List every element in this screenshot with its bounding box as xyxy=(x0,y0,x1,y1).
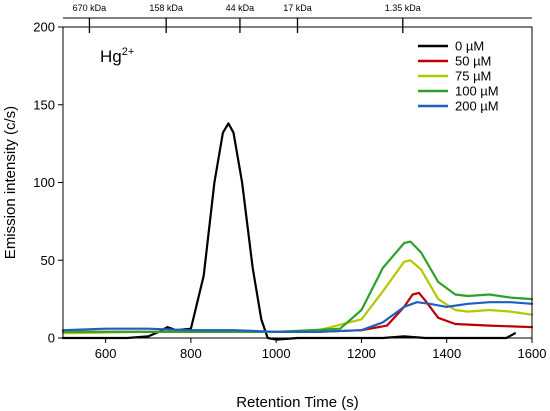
x-tick-label: 600 xyxy=(95,346,117,361)
x-tick-label: 1000 xyxy=(262,346,291,361)
y-tick-label: 200 xyxy=(33,20,55,35)
x-tick-label: 1400 xyxy=(432,346,461,361)
marker-label: 1.35 kDa xyxy=(385,3,421,13)
annotation-label: Hg2+ xyxy=(100,46,134,66)
y-tick-label: 100 xyxy=(33,175,55,190)
x-tick-label: 1200 xyxy=(347,346,376,361)
y-tick-label: 0 xyxy=(48,331,55,346)
y-axis-title: Emission intensity (c/s) xyxy=(2,106,19,259)
x-tick-label: 1600 xyxy=(518,346,547,361)
y-tick-label: 50 xyxy=(41,253,55,268)
legend-label-3: 100 µM xyxy=(455,84,499,99)
legend-label-1: 50 µM xyxy=(455,54,491,69)
series-line-1 xyxy=(61,291,534,333)
x-axis-title: Retention Time (s) xyxy=(236,394,359,411)
series-line-4 xyxy=(61,301,534,333)
annotation-text: Hg xyxy=(100,47,122,66)
x-tick-label: 800 xyxy=(180,346,202,361)
legend-label-2: 75 µM xyxy=(455,69,491,84)
marker-label: 158 kDa xyxy=(149,3,183,13)
annotation-superscript: 2+ xyxy=(122,46,135,58)
y-tick-label: 150 xyxy=(33,97,55,112)
marker-label: 670 kDa xyxy=(73,3,107,13)
marker-label: 44 kDa xyxy=(226,3,255,13)
marker-label: 17 kDa xyxy=(283,3,312,13)
series-line-2 xyxy=(61,259,534,335)
legend-label-4: 200 µM xyxy=(455,99,499,114)
legend-label-0: 0 µM xyxy=(455,39,484,54)
series-line-3 xyxy=(61,240,534,333)
